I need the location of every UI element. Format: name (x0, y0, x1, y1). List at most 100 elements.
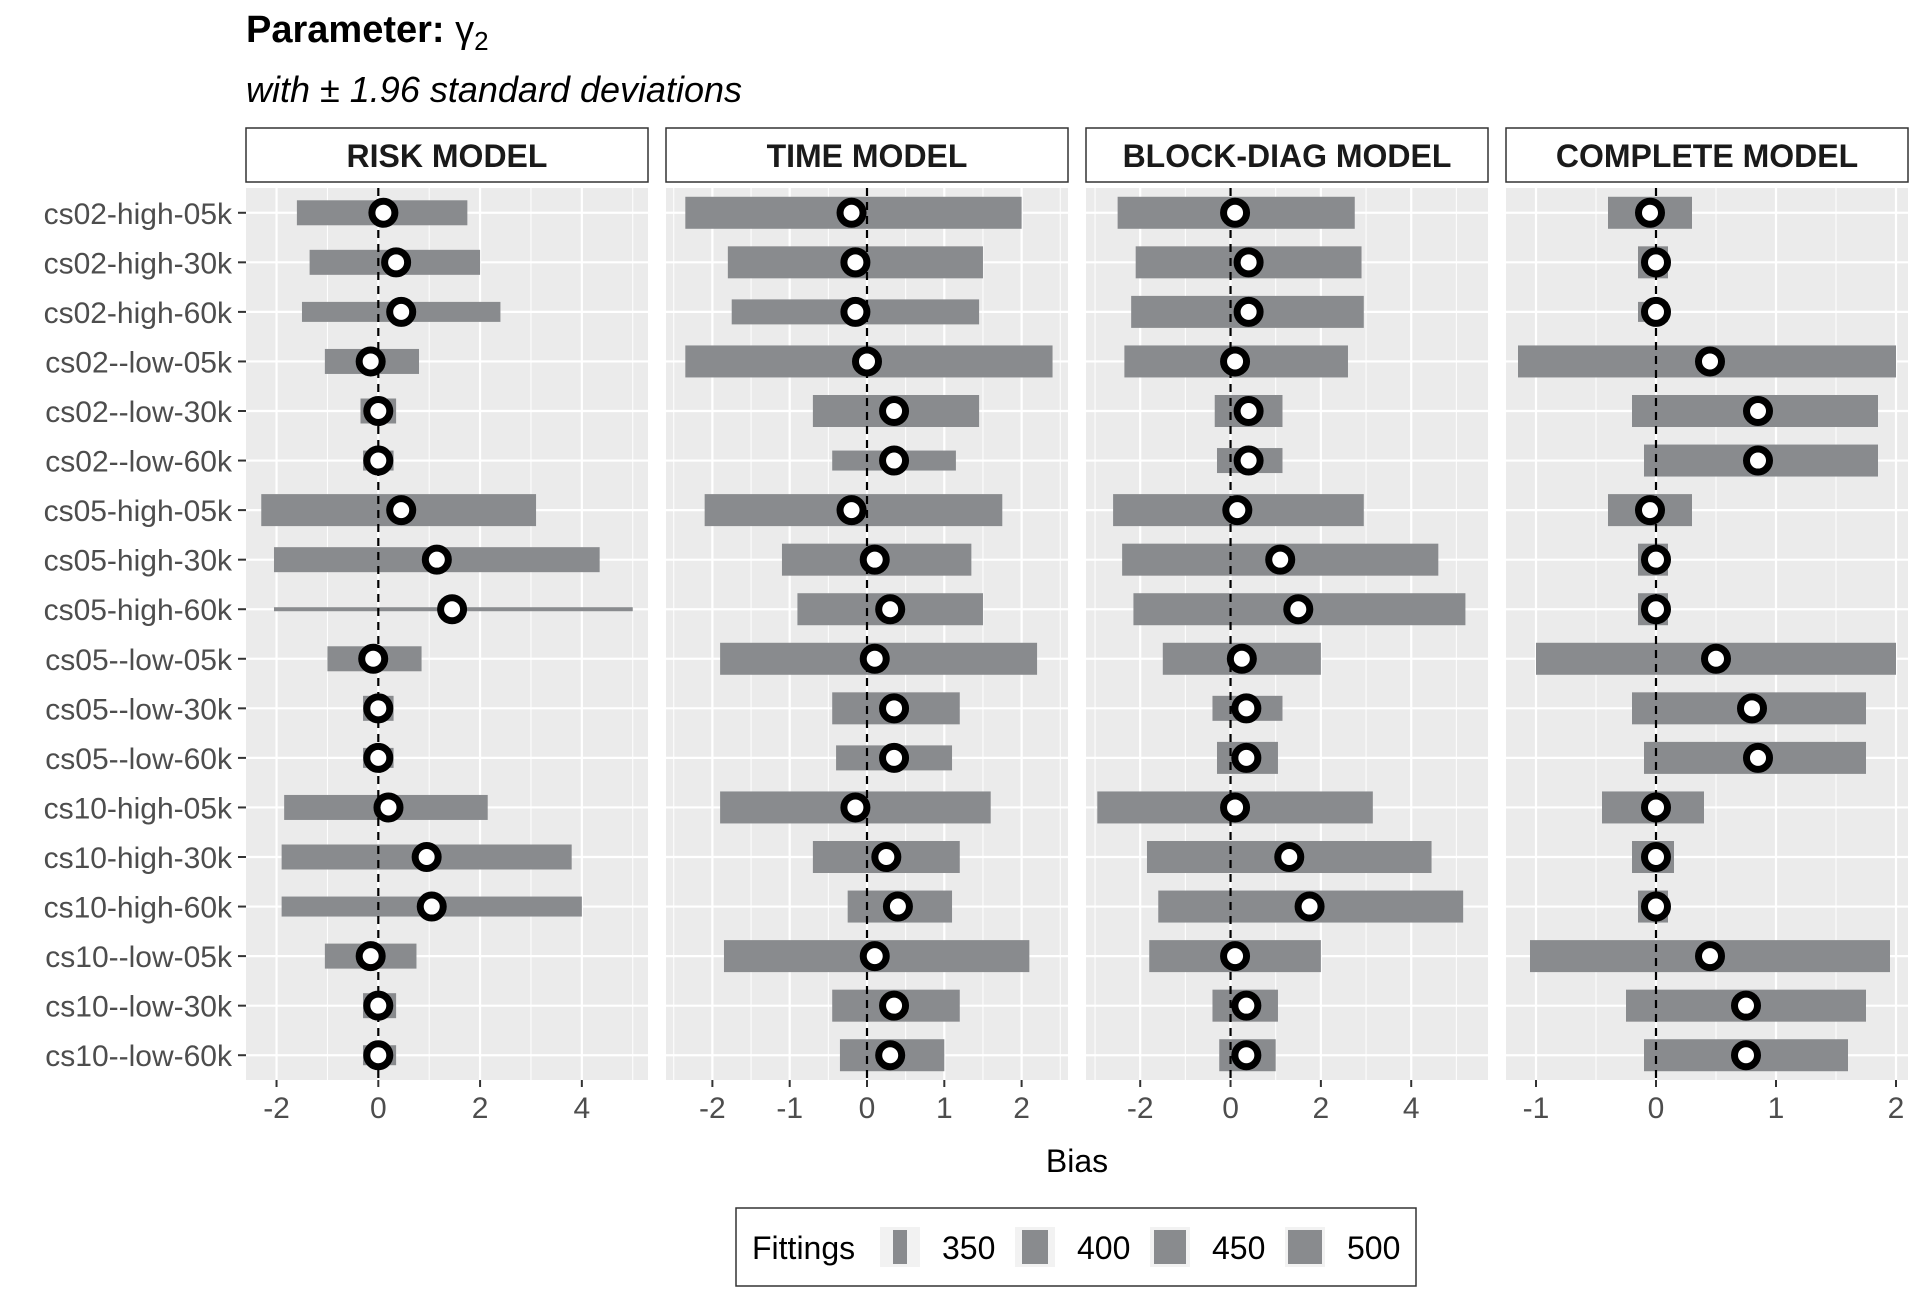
bias-point-block-diag-model-cs05-high-05k (1222, 495, 1253, 526)
y-tick-label-cs05-low-30k: cs05--low-30k (45, 693, 233, 726)
bias-point-risk-model-cs02-low-60k (363, 445, 394, 476)
bias-point-block-diag-model-cs05-low-30k (1231, 693, 1262, 724)
legend-key-swatch-450 (1154, 1230, 1186, 1264)
bias-point-block-diag-model-cs02-low-05k (1220, 346, 1251, 377)
bias-point-block-diag-model-cs02-high-30k (1233, 247, 1264, 278)
bias-point-block-diag-model-cs10-high-30k (1274, 842, 1305, 872)
bias-point-block-diag-model-cs02-high-05k (1220, 197, 1251, 228)
legend-label-500: 500 (1347, 1230, 1400, 1266)
bias-point-risk-model-cs02-high-60k (386, 296, 417, 327)
y-tick-label-cs05-low-05k: cs05--low-05k (45, 644, 233, 677)
bias-point-complete-model-cs05-low-30k (1737, 693, 1767, 724)
x-tick-label-complete-model: -1 (1523, 1092, 1550, 1125)
bias-point-risk-model-cs05-low-05k (358, 643, 389, 674)
bias-point-complete-model-cs05-low-60k (1743, 742, 1773, 773)
x-tick-label-risk-model: -2 (263, 1092, 290, 1125)
panel-background-block-diag-model (1086, 188, 1488, 1080)
bias-point-time-model-cs10-high-60k (882, 891, 913, 922)
y-tick-label-cs10-high-05k: cs10-high-05k (44, 792, 233, 825)
legend-title: Fittings (752, 1230, 855, 1266)
bias-point-block-diag-model-cs10-low-05k (1220, 941, 1251, 972)
chart-title-prefix: Parameter: (246, 9, 445, 51)
y-tick-label-cs02-low-60k: cs02--low-60k (45, 446, 233, 479)
bias-point-complete-model-cs05-low-05k (1701, 643, 1731, 674)
strip-label-complete-model: COMPLETE MODEL (1556, 138, 1858, 174)
bias-point-time-model-cs02-low-30k (879, 396, 910, 426)
panel-risk-model: RISK MODEL -2 0 2 4 (245, 127, 649, 1125)
bias-point-time-model-cs05-low-60k (879, 742, 910, 773)
bias-point-block-diag-model-cs10-high-05k (1220, 792, 1251, 823)
bias-point-time-model-cs10-high-05k (840, 792, 871, 823)
bias-point-block-diag-model-cs02-low-30k (1233, 396, 1264, 426)
y-tick-label-cs02-high-05k: cs02-high-05k (44, 198, 233, 231)
bias-point-complete-model-cs02-low-30k (1743, 396, 1773, 426)
bias-point-risk-model-cs10-low-60k (363, 1040, 394, 1071)
y-tick-label-cs05-high-05k: cs05-high-05k (44, 495, 233, 528)
bias-point-risk-model-cs10-high-60k (416, 891, 447, 922)
bias-point-risk-model-cs10-low-05k (355, 941, 386, 972)
bias-point-time-model-cs05-low-30k (879, 693, 910, 724)
bias-point-block-diag-model-cs10-low-30k (1231, 990, 1262, 1021)
bias-point-risk-model-cs10-low-30k (363, 990, 394, 1021)
strip-label-time-model: TIME MODEL (767, 138, 968, 174)
bias-point-risk-model-cs02-high-30k (381, 247, 412, 278)
x-tick-label-time-model: -2 (699, 1092, 726, 1125)
panel-background-complete-model (1506, 188, 1908, 1080)
x-tick-label-time-model: -1 (776, 1092, 803, 1125)
bias-point-complete-model-cs10-high-05k (1641, 792, 1671, 823)
bias-point-complete-model-cs02-high-60k (1641, 296, 1671, 327)
bias-point-time-model-cs10-low-05k (859, 941, 890, 972)
bias-point-risk-model-cs05-high-30k (421, 544, 452, 575)
strip-time-model (665, 127, 1069, 183)
bias-point-block-diag-model-cs10-low-60k (1231, 1040, 1262, 1071)
bias-point-time-model-cs10-low-60k (875, 1040, 906, 1071)
chart-title-symbol: γ (455, 9, 474, 51)
bias-point-block-diag-model-cs05-high-30k (1265, 544, 1296, 575)
x-tick-label-complete-model: 1 (1768, 1092, 1785, 1125)
bias-point-time-model-cs05-high-30k (859, 544, 890, 575)
bias-point-time-model-cs05-high-60k (875, 594, 906, 625)
y-tick-label-cs10-low-30k: cs10--low-30k (45, 991, 233, 1024)
bias-point-complete-model-cs10-high-60k (1641, 891, 1671, 922)
x-tick-label-time-model: 2 (1013, 1092, 1030, 1125)
bias-point-time-model-cs05-high-05k (836, 495, 867, 526)
x-tick-label-risk-model: 4 (574, 1092, 591, 1125)
panel-time-model: TIME MODEL -2 -1 0 1 2 (665, 127, 1069, 1125)
panel-complete-model: COMPLETE MODEL -1 0 1 2 (1505, 127, 1909, 1125)
y-tick-label-cs02-low-30k: cs02--low-30k (45, 396, 233, 429)
x-tick-label-block-diag-model: -2 (1127, 1092, 1154, 1125)
y-tick-label-cs10-low-05k: cs10--low-05k (45, 941, 233, 974)
x-tick-label-complete-model: 2 (1888, 1092, 1905, 1125)
bias-point-complete-model-cs02-low-60k (1743, 445, 1773, 476)
bias-point-risk-model-cs02-low-30k (363, 396, 394, 426)
x-tick-label-complete-model: 0 (1648, 1092, 1665, 1125)
y-tick-label-cs02-low-05k: cs02--low-05k (45, 346, 233, 379)
bias-point-time-model-cs02-high-05k (836, 197, 867, 228)
legend-key-swatch-350 (893, 1230, 907, 1264)
bias-point-complete-model-cs02-high-05k (1635, 197, 1665, 228)
bias-point-risk-model-cs05-high-05k (386, 495, 417, 526)
bias-point-complete-model-cs10-high-30k (1641, 842, 1671, 872)
x-tick-label-time-model: 1 (936, 1092, 953, 1125)
y-tick-label-cs05-low-60k: cs05--low-60k (45, 743, 233, 776)
legend-label-350: 350 (942, 1230, 995, 1266)
x-tick-label-risk-model: 0 (370, 1092, 387, 1125)
strip-risk-model (245, 127, 649, 183)
legend-key-swatch-400 (1022, 1230, 1048, 1264)
bias-point-complete-model-cs02-high-30k (1641, 247, 1671, 278)
bias-point-complete-model-cs10-low-05k (1695, 941, 1725, 972)
x-tick-label-block-diag-model: 4 (1403, 1092, 1420, 1125)
bias-point-time-model-cs10-low-30k (879, 990, 910, 1021)
bias-point-risk-model-cs10-high-30k (411, 842, 442, 872)
bias-point-complete-model-cs05-high-60k (1641, 594, 1671, 625)
bias-point-risk-model-cs02-high-05k (368, 197, 399, 228)
x-tick-label-block-diag-model: 0 (1222, 1092, 1239, 1125)
bias-point-block-diag-model-cs02-low-60k (1233, 445, 1264, 476)
legend-key-swatch-500 (1288, 1230, 1322, 1264)
strip-label-block-diag-model: BLOCK-DIAG MODEL (1123, 138, 1452, 174)
bias-point-time-model-cs02-high-60k (840, 296, 871, 327)
y-tick-label-cs02-high-60k: cs02-high-60k (44, 297, 233, 330)
bias-point-complete-model-cs05-high-30k (1641, 544, 1671, 575)
chart-title-subscript: 2 (474, 26, 488, 56)
